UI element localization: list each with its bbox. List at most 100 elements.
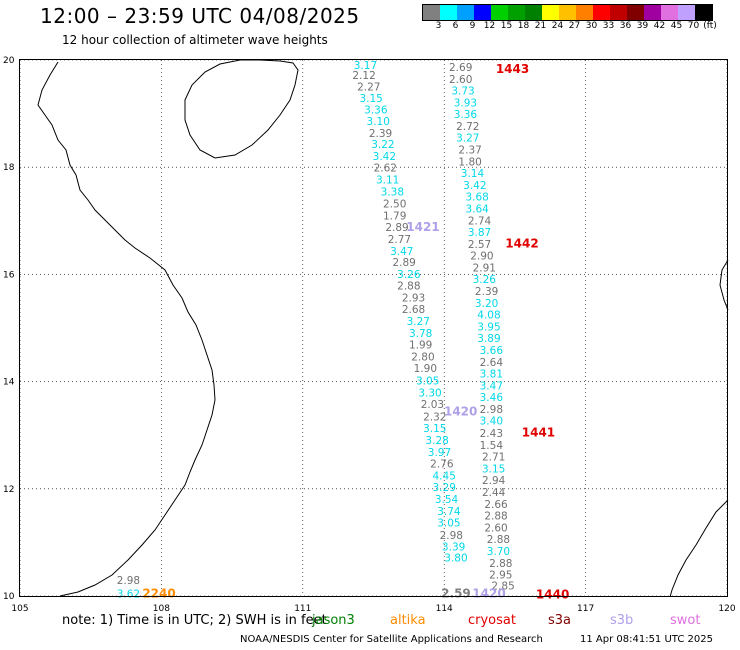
wave-height-value: 2.27 (357, 81, 380, 93)
wave-height-value: 2.91 (473, 262, 496, 274)
legend-jason3: jason3 (312, 613, 355, 628)
colorbar-swatch (457, 5, 474, 20)
wave-height-value: 2.89 (385, 222, 408, 234)
wave-height-value: 3.05 (416, 376, 439, 388)
wave-height-value: 3.80 (444, 552, 467, 564)
wave-height-value: 3.30 (418, 387, 441, 399)
legend-note: note: 1) Time is in UTC; 2) SWH is in fe… (62, 613, 327, 628)
track-time-label: 1421 (406, 220, 439, 234)
wave-height-value: 4.08 (477, 310, 500, 322)
colorbar-swatch (576, 5, 593, 20)
wave-height-value: 3.95 (477, 321, 500, 333)
wave-height-value: 3.38 (381, 186, 404, 198)
wave-height-value: 2.77 (388, 234, 411, 246)
wave-height-value: 2.71 (482, 452, 505, 464)
colorbar-label: 15 (500, 21, 513, 31)
colorbar-label: 6 (452, 21, 459, 31)
colorbar-label: 18 (517, 21, 530, 31)
colorbar-swatch (508, 5, 525, 20)
wave-height-value: 3.20 (475, 298, 498, 310)
legend-s3a: s3a (548, 613, 572, 628)
wave-height-value: 3.15 (359, 93, 382, 105)
map-frame (19, 59, 728, 597)
hainan-island-outline (184, 59, 299, 159)
track-time-label: 1441 (522, 426, 555, 440)
wave-height-value: 2.44 (482, 487, 506, 499)
legend-cryosat: cryosat (468, 613, 516, 628)
wave-height-value: 2.88 (489, 558, 512, 570)
wave-height-value: 3.36 (364, 104, 388, 116)
wave-height-value: 3.47 (390, 246, 413, 258)
wave-height-value: 3.93 (454, 97, 477, 109)
wave-height-value: 2.64 (480, 357, 504, 369)
colorbar-label: 42 (653, 21, 666, 31)
wave-height-value: 3.73 (451, 86, 474, 98)
wave-height-value: 2.89 (392, 257, 415, 269)
wave-height-value: 3.05 (437, 518, 460, 530)
wave-height-value: 2.95 (489, 570, 512, 582)
colorbar-label: 70 (687, 21, 700, 31)
wave-height-value: 2.76 (430, 459, 454, 471)
wave-height-value: 3.66 (480, 345, 504, 357)
wave-height-value: 3.42 (373, 151, 396, 163)
wave-height-value: 2.50 (383, 199, 406, 211)
colorbar-labels: 3 6 9 12 15 18 21 24 27 30 33 36 39 42 45 70 (ft) (422, 21, 740, 33)
wave-height-value: 3.27 (407, 316, 430, 328)
wave-height-value: 3.36 (454, 109, 478, 121)
track-time-label: 1443 (496, 62, 529, 76)
colorbar-swatch (678, 5, 695, 20)
wave-height-value: 2.39 (369, 128, 392, 140)
legend-altika: altika (390, 613, 426, 628)
wave-height-value: 3.74 (437, 506, 461, 518)
legend-swot: swot (670, 613, 701, 628)
colorbar-swatch (423, 5, 440, 20)
wave-height-value: 3.14 (461, 168, 485, 180)
page-title: 12:00 – 23:59 UTC 04/08/2025 (40, 4, 360, 28)
wave-height-value: 3.11 (376, 175, 399, 187)
wave-height-value: 3.78 (409, 328, 432, 340)
colorbar-label: 30 (585, 21, 598, 31)
wave-height-value: 4.45 (433, 470, 456, 482)
colorbar-swatch (491, 5, 508, 20)
lat-tick-label: 14 (3, 378, 15, 388)
wave-height-value: 3.42 (463, 180, 486, 192)
wave-height-value: 3.47 (480, 380, 503, 392)
coastline (37, 59, 729, 598)
wave-height-value: 3.68 (465, 192, 488, 204)
colorbar-label: 36 (619, 21, 632, 31)
wave-height-value: 2.03 (421, 399, 444, 411)
lon-tick-label: 114 (436, 604, 453, 614)
wave-height-value: 1.99 (409, 340, 432, 352)
wave-height-value: 2.72 (456, 121, 479, 133)
colorbar-swatch (644, 5, 661, 20)
wave-height-value: 2.85 (491, 580, 514, 592)
footer-timestamp: 11 Apr 08:41:51 UTC 2025 (580, 634, 713, 645)
wave-height-value: 2.43 (480, 428, 503, 440)
wave-height-value: 2.94 (482, 475, 506, 487)
wave-height-value: 1.54 (480, 440, 504, 452)
wave-height-value: 2.80 (411, 351, 434, 363)
wave-height-value: 3.28 (425, 435, 448, 447)
wave-height-value: 2.88 (397, 281, 420, 293)
wave-height-value: 2.66 (484, 499, 508, 511)
colorbar-unit: (ft) (703, 21, 717, 31)
colorbar-swatch (474, 5, 491, 20)
colorbar-label: 45 (670, 21, 683, 31)
wave-height-value: 2.32 (423, 411, 446, 423)
philippines-coast-fragment (719, 259, 729, 311)
lon-tick-label: 117 (577, 604, 594, 614)
wave-height-value: 2.98 (440, 530, 463, 542)
colorbar-swatch (627, 5, 644, 20)
wave-height-value: 2.60 (449, 74, 472, 86)
wave-height-value: 3.15 (482, 463, 505, 475)
wave-height-value: 3.26 (473, 274, 497, 286)
wave-height-value: 1.90 (414, 363, 437, 375)
wave-height-value: 2.68 (402, 304, 425, 316)
colorbar-swatch (661, 5, 678, 20)
lon-tick-label: 111 (294, 604, 311, 614)
wave-height-value: 3.26 (397, 269, 421, 281)
colorbar-swatch (610, 5, 627, 20)
lon-tick-label: 108 (153, 604, 170, 614)
vietnam-coastline (37, 61, 216, 597)
